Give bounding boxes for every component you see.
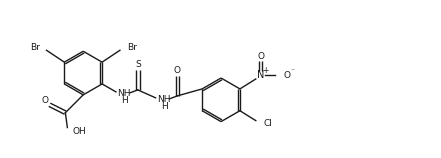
Text: ⁻: ⁻ [291,67,295,76]
Text: NH: NH [157,95,170,104]
Text: H: H [161,102,168,111]
Text: O: O [41,96,48,105]
Text: S: S [135,60,141,69]
Text: Br: Br [127,43,137,52]
Text: OH: OH [72,127,86,136]
Text: +: + [262,66,269,75]
Text: O: O [284,70,291,79]
Text: NH: NH [117,89,131,98]
Text: Br: Br [30,43,40,52]
Text: O: O [174,66,181,75]
Text: N: N [257,70,265,80]
Text: H: H [122,96,128,105]
Text: O: O [257,52,264,61]
Text: Cl: Cl [264,119,273,128]
